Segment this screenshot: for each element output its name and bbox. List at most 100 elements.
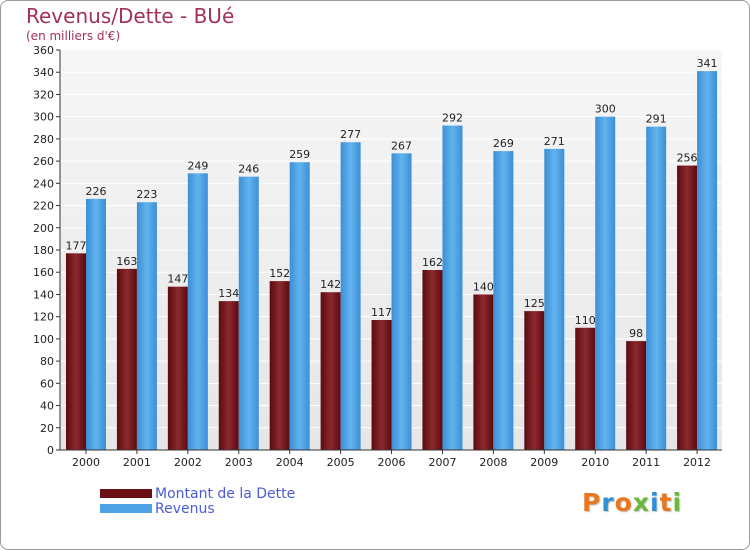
value-label: 269 — [493, 137, 514, 150]
y-tick-label: 20 — [40, 422, 54, 435]
logo-letter: x — [632, 488, 650, 517]
bar-revenus — [595, 116, 616, 451]
value-label: 291 — [646, 113, 667, 126]
x-tick-label: 2003 — [225, 456, 253, 469]
y-tick-label: 320 — [33, 88, 54, 101]
y-tick-label: 180 — [33, 244, 54, 257]
legend-label-revenus: Revenus — [155, 500, 215, 517]
bar-revenus — [442, 125, 463, 451]
y-tick-label: 140 — [33, 288, 54, 301]
y-tick-label: 40 — [40, 400, 54, 413]
y-tick-label: 120 — [33, 311, 54, 324]
x-tick-label: 2005 — [327, 456, 355, 469]
y-tick-label: 300 — [33, 111, 54, 124]
value-label: 152 — [269, 267, 290, 280]
legend-label-dette: Montant de la Dette — [155, 485, 296, 502]
y-tick-label: 280 — [33, 133, 54, 146]
x-tick-label: 2011 — [632, 456, 660, 469]
value-label: 177 — [66, 239, 87, 252]
x-tick-label: 2012 — [683, 456, 711, 469]
bar-dette — [269, 281, 290, 450]
value-label: 259 — [289, 148, 310, 161]
value-label: 249 — [187, 159, 208, 172]
value-label: 267 — [391, 139, 412, 152]
bar-revenus — [289, 162, 310, 450]
value-label: 246 — [238, 163, 259, 176]
x-tick-label: 2009 — [530, 456, 558, 469]
bar-revenus — [238, 176, 259, 450]
legend-swatch-dette — [100, 489, 152, 498]
bar-dette — [116, 268, 137, 450]
chart-title: Revenus/Dette - BUé — [26, 4, 235, 28]
y-tick-label: 0 — [47, 444, 54, 457]
x-tick-label: 2004 — [276, 456, 304, 469]
value-label: 300 — [595, 103, 616, 116]
bar-dette — [167, 286, 188, 450]
logo-letter: i — [672, 488, 683, 517]
value-label: 163 — [116, 255, 137, 268]
value-label: 134 — [218, 287, 239, 300]
x-tick-label: 2008 — [479, 456, 507, 469]
chart-subtitle: (en milliers d'€) — [26, 29, 121, 43]
bar-revenus — [697, 71, 718, 450]
legend-item-revenus: Revenus — [100, 500, 295, 517]
y-tick-label: 60 — [40, 377, 54, 390]
x-tick-label: 2002 — [174, 456, 202, 469]
bar-revenus — [136, 202, 157, 450]
value-label: 341 — [697, 57, 718, 70]
x-tick-label: 2006 — [378, 456, 406, 469]
bar-revenus — [86, 198, 106, 450]
bar-revenus — [646, 126, 667, 451]
y-tick-label: 160 — [33, 266, 54, 279]
legend: Montant de la Dette Revenus — [100, 485, 296, 517]
value-label: 277 — [340, 128, 361, 141]
y-tick-label: 240 — [33, 177, 54, 190]
y-tick-label: 80 — [40, 355, 54, 368]
value-label: 140 — [473, 280, 494, 293]
legend-swatch-revenus — [100, 504, 152, 513]
logo-letter: r — [601, 488, 615, 517]
bar-dette — [320, 292, 341, 450]
proxiti-logo: Proxiti — [582, 488, 682, 517]
y-tick-label: 200 — [33, 222, 54, 235]
value-label: 117 — [371, 306, 392, 319]
logo-letter: o — [614, 488, 633, 517]
y-tick-label: 100 — [33, 333, 54, 346]
value-label: 98 — [629, 327, 643, 340]
value-label: 271 — [544, 135, 565, 148]
value-label: 292 — [442, 112, 463, 125]
x-tick-label: 2007 — [428, 456, 456, 469]
bar-revenus — [187, 173, 208, 451]
logo-letter: P — [582, 488, 602, 517]
y-tick-label: 340 — [33, 66, 54, 79]
value-label: 142 — [320, 278, 341, 291]
logo-letter: i — [650, 488, 660, 517]
value-label: 125 — [524, 297, 545, 310]
bar-revenus — [340, 142, 361, 450]
bar-dette — [422, 270, 443, 450]
bar-dette — [473, 294, 494, 450]
bar-dette — [677, 165, 698, 451]
bar-dette — [575, 327, 596, 450]
x-tick-label: 2000 — [72, 456, 100, 469]
bar-dette — [66, 253, 86, 450]
bar-revenus — [391, 153, 412, 451]
legend-item-dette: Montant de la Dette — [100, 485, 296, 502]
value-label: 223 — [136, 188, 157, 201]
value-label: 226 — [86, 185, 107, 198]
value-label: 256 — [677, 152, 698, 165]
value-label: 162 — [422, 256, 443, 269]
bar-dette — [371, 320, 392, 450]
bar-dette — [218, 301, 239, 450]
logo-letter: t — [659, 488, 673, 517]
y-tick-label: 220 — [33, 200, 54, 213]
y-tick-label: 360 — [33, 44, 54, 57]
bar-revenus — [544, 148, 565, 450]
y-tick-label: 260 — [33, 155, 54, 168]
x-tick-label: 2010 — [581, 456, 609, 469]
bar-revenus — [493, 151, 514, 450]
bar-dette — [626, 341, 647, 450]
value-label: 110 — [575, 314, 596, 327]
value-label: 147 — [167, 273, 188, 286]
